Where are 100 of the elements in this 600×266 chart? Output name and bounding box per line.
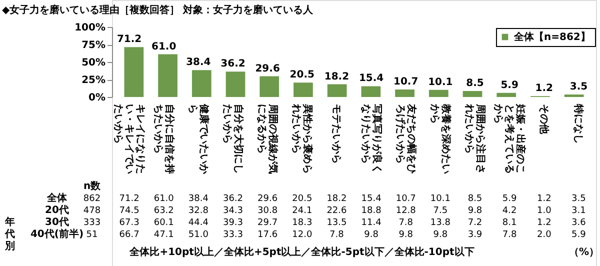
- text: 17.6: [258, 230, 278, 240]
- data-label: 1.2: [536, 194, 552, 204]
- text: 39.3: [222, 218, 244, 228]
- data-label: 8.5: [468, 194, 482, 204]
- annotation: 29.6: [255, 63, 280, 74]
- text: 3.6: [572, 218, 586, 228]
- text: 51: [86, 230, 98, 240]
- x-tick-label: 自分に自信を持ちたいから: [152, 104, 176, 174]
- annotation: 1.2: [535, 83, 554, 94]
- data-label: 71.2: [119, 194, 140, 204]
- text: 3.9: [468, 230, 482, 240]
- text: 33.3: [222, 230, 244, 240]
- text: 66.7: [119, 230, 140, 240]
- text: （%）: [568, 247, 600, 258]
- data-label: 3.5: [572, 194, 586, 204]
- text: 20代: [45, 204, 69, 216]
- text: 47.1: [154, 230, 174, 240]
- annotation: 10.1: [428, 76, 453, 88]
- y-tick-label: 50%: [82, 58, 106, 68]
- text: 13.5: [326, 218, 347, 228]
- data-label: 10.1: [430, 194, 450, 204]
- x-tick-label: 教養を深めたいから: [428, 103, 452, 174]
- bar: [327, 84, 347, 97]
- text: 67.3: [119, 218, 140, 228]
- text: 11.4: [361, 218, 382, 228]
- text: 2.0: [536, 230, 552, 240]
- text: n数: [83, 180, 102, 192]
- x-tick-label: 自分を大切にしたいから: [222, 104, 244, 174]
- text: 34.3: [222, 206, 244, 216]
- bar: [294, 82, 313, 97]
- text: 32.8: [188, 206, 209, 216]
- data-label: 61.0: [154, 194, 174, 204]
- x-tick-label: 友だちの幅をひろげたいから: [394, 103, 418, 174]
- data-label: 36.2: [222, 194, 244, 204]
- text: 7.8: [398, 218, 414, 228]
- text: 8.1: [502, 218, 517, 228]
- x-tick-label: 周囲から注目されたいから: [464, 103, 486, 174]
- bar: [192, 70, 212, 97]
- text: 22.6: [326, 206, 348, 216]
- text: 24.1: [292, 206, 312, 216]
- annotation: 10.7: [394, 76, 418, 88]
- y-tick-label: 0%: [88, 92, 106, 104]
- data-label: 10.7: [396, 194, 416, 204]
- text: 5.9: [572, 230, 586, 240]
- text: 9.8: [398, 230, 414, 240]
- text: 12.0: [292, 230, 312, 240]
- data-label: 20.5: [292, 194, 312, 204]
- x-tick-label: 妊娠・出産のことを考えているから: [492, 103, 527, 174]
- chart-title: ◆女子力を磨いている理由［複数回答］ 対象：女子力を磨いている人: [2, 4, 314, 16]
- text: 1.2: [536, 218, 552, 228]
- text: 30代: [45, 216, 69, 228]
- bar: [428, 90, 448, 97]
- text: 51.0: [188, 230, 209, 240]
- bar: [226, 72, 246, 97]
- text: 30.8: [258, 206, 278, 216]
- text: 年代別: [4, 216, 15, 252]
- bar: [124, 47, 144, 97]
- text: 7.8: [502, 230, 517, 240]
- data-label: 15.4: [361, 194, 382, 204]
- text: 1.0: [536, 206, 552, 216]
- annotation: 71.2: [116, 34, 142, 46]
- text: 29.7: [258, 218, 278, 228]
- bar: [395, 90, 414, 97]
- text: 12.8: [396, 206, 416, 216]
- annotation: 36.2: [220, 58, 246, 70]
- x-tick-label: 写真写りが良くなりたいから: [360, 104, 383, 174]
- annotation: 5.9: [500, 80, 518, 91]
- text: 全体比+10pt以上／全体比+5pt以上／全体比-5pt以下／全体比-10pt以下: [128, 246, 474, 258]
- text: 9.8: [364, 230, 379, 240]
- x-tick-label: 健康でいたいから: [186, 103, 210, 175]
- legend-label: 全体【n=862】: [513, 31, 590, 43]
- text: 40代(前半): [30, 228, 84, 240]
- text: 44.4: [188, 218, 209, 228]
- data-label: 29.6: [258, 194, 278, 204]
- x-tick-label: 特になし: [572, 103, 585, 144]
- text: 63.2: [154, 206, 174, 216]
- text: 18.3: [292, 218, 312, 228]
- bar: [158, 54, 178, 97]
- bar: [361, 86, 381, 97]
- annotation: 8.5: [466, 78, 484, 90]
- y-tick-label: 25%: [82, 75, 106, 86]
- text: 全体: [46, 192, 68, 204]
- data-label: 18.2: [326, 194, 347, 204]
- data-label: 5.9: [502, 194, 517, 204]
- text: 478: [83, 206, 101, 216]
- y-tick-label: 100%: [74, 22, 106, 34]
- bar: [496, 92, 516, 97]
- text: 18.8: [361, 206, 382, 216]
- x-tick-label: その他: [538, 104, 550, 135]
- annotation: 38.4: [186, 57, 211, 68]
- data-label: 38.4: [188, 194, 209, 204]
- text: 9.8: [433, 230, 448, 240]
- annotation: 20.5: [290, 70, 315, 81]
- text: 74.5: [119, 206, 140, 216]
- text: 862: [83, 194, 101, 204]
- y-tick-label: 75%: [82, 40, 106, 51]
- text: 7.2: [468, 218, 482, 228]
- text: 9.8: [468, 206, 482, 216]
- x-tick-label: キレイになりたい・キレイでいたいから: [112, 104, 146, 174]
- annotation: 3.5: [570, 82, 588, 93]
